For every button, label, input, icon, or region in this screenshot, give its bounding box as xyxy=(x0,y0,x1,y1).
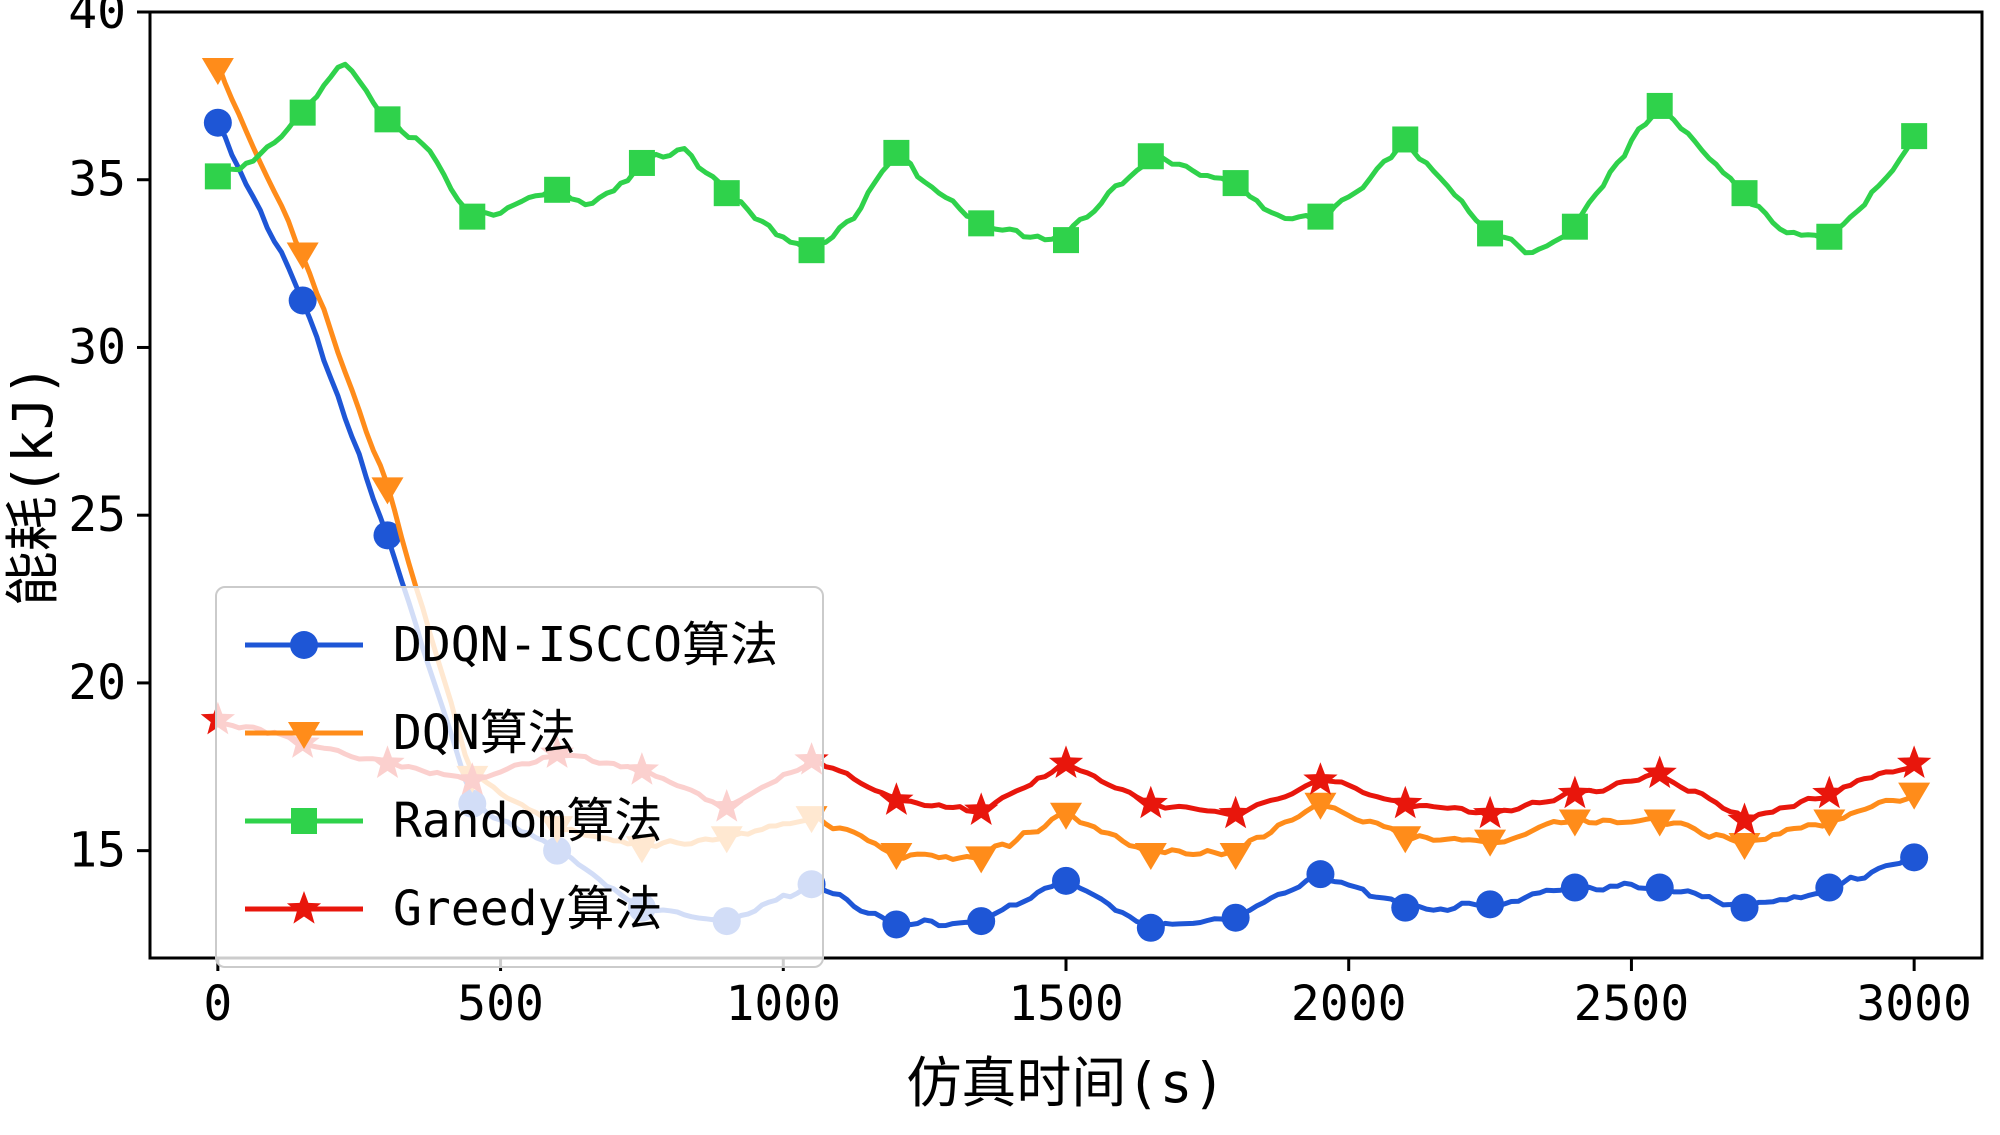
y-tick-label: 30 xyxy=(68,319,126,375)
y-axis-label: 能耗(kJ) xyxy=(1,364,65,606)
x-tick-label: 500 xyxy=(457,976,544,1032)
legend: DDQN-ISCCO算法 DQN算法 Random算法 Greedy算法 xyxy=(215,586,824,968)
x-tick-label: 2000 xyxy=(1291,976,1407,1032)
legend-marker-random xyxy=(245,808,363,834)
legend-marker-greedy xyxy=(245,891,363,924)
y-tick-label: 20 xyxy=(68,655,126,711)
y-tick-label: 15 xyxy=(68,823,126,879)
legend-marker-ddqn-iscco xyxy=(245,631,363,659)
legend-label-dqn: DQN算法 xyxy=(393,705,576,761)
legend-label-ddqn-iscco: DDQN-ISCCO算法 xyxy=(393,617,778,673)
series-2 xyxy=(204,61,1928,264)
legend-label-random: Random算法 xyxy=(393,793,663,849)
x-tick-label: 0 xyxy=(203,976,232,1032)
y-tick-label: 40 xyxy=(68,0,126,40)
legend-label-greedy: Greedy算法 xyxy=(393,881,663,937)
x-tick-label: 1000 xyxy=(725,976,841,1032)
legend-marker-dqn xyxy=(245,722,363,749)
legend-item-random: Random算法 xyxy=(239,782,778,860)
y-tick-label: 35 xyxy=(68,152,126,208)
legend-item-dqn: DQN算法 xyxy=(239,694,778,772)
y-tick-label: 25 xyxy=(68,487,126,543)
legend-item-ddqn-iscco: DDQN-ISCCO算法 xyxy=(239,606,778,684)
x-tick-label: 1500 xyxy=(1008,976,1124,1032)
x-tick-label: 2500 xyxy=(1574,976,1690,1032)
x-axis-label: 仿真时间(s) xyxy=(906,1051,1225,1115)
x-tick-label: 3000 xyxy=(1856,976,1972,1032)
legend-item-greedy: Greedy算法 xyxy=(239,870,778,948)
axes: 0 500 1000 1500 2000 2500 3000 15 20 25 30 35 40 xyxy=(68,0,1984,1032)
